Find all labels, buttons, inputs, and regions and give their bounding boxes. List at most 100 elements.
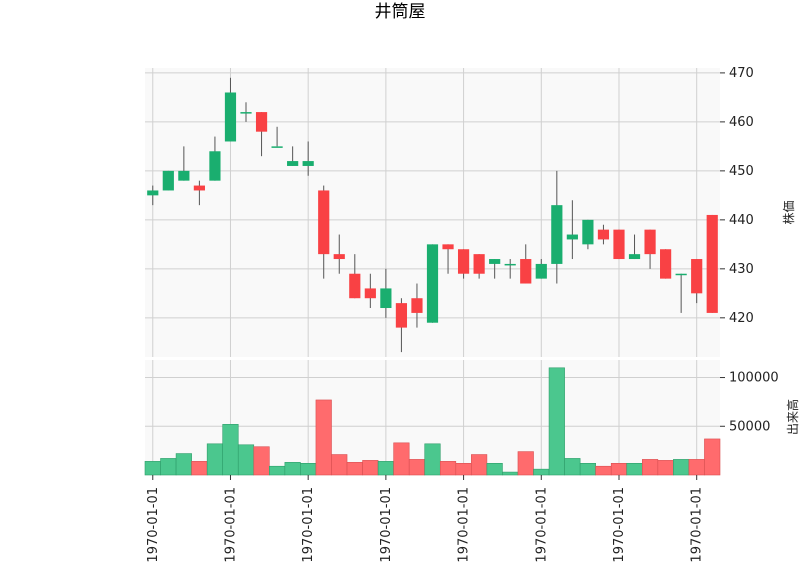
volume-bar	[144, 461, 161, 476]
x-tick-label: 1970-01-01	[612, 487, 627, 563]
volume-bar	[439, 461, 457, 476]
candle-body	[489, 259, 501, 264]
price-tick-label: 440	[729, 213, 754, 228]
volume-axis-label: 出来高	[785, 399, 800, 435]
price-tick-label: 460	[729, 115, 754, 130]
volume-bar	[688, 459, 705, 476]
volume-bar	[362, 460, 379, 476]
volume-bar	[284, 462, 301, 476]
volume-bar	[346, 462, 363, 476]
x-tick-label: 1970-01-01	[301, 487, 316, 563]
candle-body	[255, 112, 268, 132]
candle-body	[147, 190, 159, 196]
candle-body	[675, 273, 687, 276]
x-tick-labels: 1970-01-01 1970-01-01 1970-01-01 1970-01-01…	[146, 475, 705, 563]
price-tick-label: 420	[729, 311, 754, 326]
volume-bar	[253, 446, 270, 476]
candle-body	[364, 288, 376, 299]
volume-bar	[408, 459, 426, 476]
x-tick-label: 1970-01-01	[457, 487, 472, 563]
x-tick-label: 1970-01-01	[690, 487, 705, 563]
candle-body	[551, 205, 563, 264]
volume-grid	[145, 377, 720, 427]
candle-body	[566, 234, 578, 240]
volume-bar	[564, 458, 581, 476]
candle-body	[426, 244, 439, 323]
candle-body	[178, 170, 190, 181]
candle-body	[613, 229, 625, 260]
volume-bar	[548, 367, 565, 476]
candle-body	[224, 92, 237, 142]
chart-title: 井筒屋	[375, 2, 426, 22]
candle-body	[442, 244, 454, 250]
volume-bar	[610, 463, 628, 476]
candle-body	[349, 273, 361, 299]
volume-bar	[160, 458, 177, 476]
volume-bar	[237, 444, 255, 476]
x-tick-label: 1970-01-01	[534, 487, 549, 563]
x-tick-label: 1970-01-01	[379, 487, 394, 563]
candle-body	[193, 185, 205, 191]
volume-bar	[471, 454, 488, 476]
candle-body	[162, 170, 174, 191]
volume-bar	[175, 453, 192, 476]
candle-body	[333, 254, 345, 260]
volume-bar	[502, 471, 519, 476]
price-axis-label: 株価	[781, 200, 796, 224]
volume-bars-group	[144, 367, 721, 476]
candle-body	[582, 219, 594, 245]
volume-bar	[579, 463, 596, 476]
volume-bar	[673, 459, 690, 476]
candle-body	[504, 263, 516, 266]
volume-tick-label: 50000	[729, 419, 770, 434]
volume-bar	[191, 461, 208, 476]
candle-body	[395, 303, 408, 328]
candle-body	[597, 229, 610, 240]
volume-y-tick-labels: 50000 100000	[720, 371, 779, 434]
candle-body	[271, 146, 283, 148]
candle-body	[535, 263, 547, 279]
candle-body	[411, 298, 423, 313]
candles-group	[147, 77, 718, 353]
candle-body	[628, 254, 641, 260]
volume-bar	[704, 438, 721, 476]
candle-body	[644, 229, 656, 255]
price-tick-label: 470	[729, 66, 754, 81]
candle-body	[520, 259, 532, 284]
candle-body	[457, 249, 470, 274]
volume-bar	[533, 468, 550, 476]
candle-body	[660, 249, 672, 279]
volume-bar	[300, 463, 317, 476]
candle-body	[287, 161, 299, 166]
candle-body	[240, 112, 252, 114]
volume-bar	[424, 443, 441, 476]
volume-tick-label: 100000	[729, 371, 779, 386]
x-grid	[152, 68, 698, 475]
candle-body	[706, 214, 718, 313]
candle-body	[380, 288, 392, 309]
price-y-tick-labels: 420 430 440 450 460 470	[720, 66, 754, 326]
volume-bar	[517, 451, 534, 476]
x-tick-label: 1970-01-01	[146, 487, 161, 563]
candle-body	[473, 254, 485, 274]
candle-body	[691, 259, 703, 294]
volume-bar	[486, 463, 503, 476]
volume-bar	[206, 443, 224, 476]
x-tick-label: 1970-01-01	[223, 487, 238, 563]
volume-bar	[393, 442, 410, 476]
volume-bar	[626, 463, 643, 476]
volume-bar	[595, 465, 612, 476]
price-tick-label: 450	[729, 164, 754, 179]
volume-bar	[315, 399, 332, 476]
volume-bar	[377, 461, 394, 476]
candle-body	[302, 161, 314, 166]
volume-bar	[269, 465, 286, 476]
candle-body	[318, 190, 330, 255]
price-tick-label: 430	[729, 262, 754, 277]
volume-bar	[331, 454, 348, 476]
volume-bar	[657, 460, 674, 476]
candle-body	[209, 151, 221, 181]
volume-bar	[455, 463, 472, 476]
volume-bar	[222, 424, 239, 476]
